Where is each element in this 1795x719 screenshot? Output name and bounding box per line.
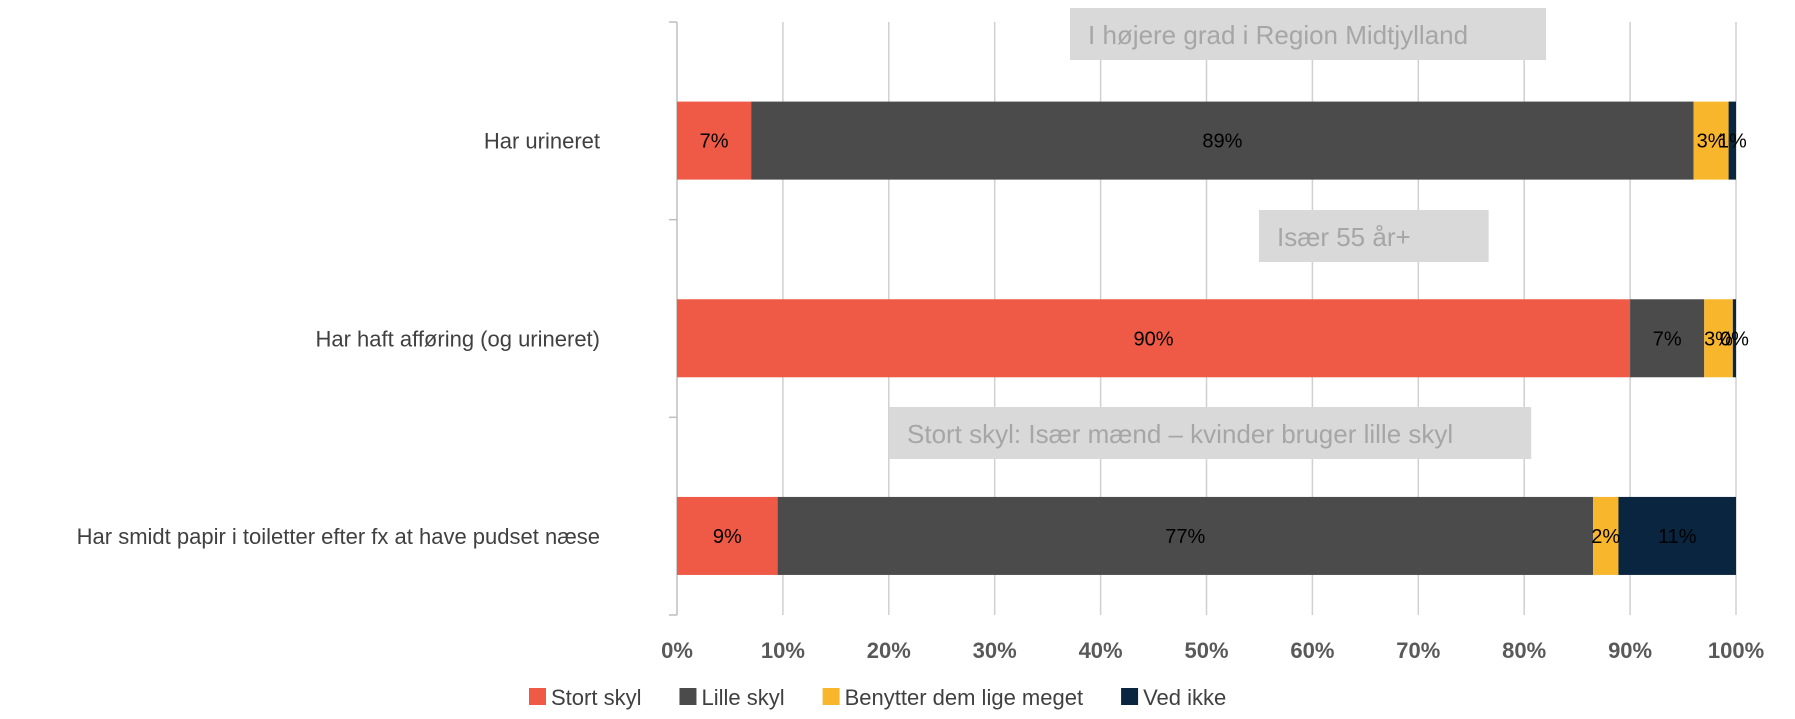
bar-segment <box>777 496 1594 575</box>
bar-segment <box>1732 299 1736 378</box>
legend-label: Lille skyl <box>701 685 784 710</box>
legend-swatch <box>529 688 546 705</box>
data-labels: 7% 89% 3%1%90% 7% 3%0%9% 77% 2% 11% <box>700 131 1749 548</box>
category-label: Har urineret <box>484 129 600 154</box>
x-tick-label: 90% <box>1608 638 1652 663</box>
data-label: 2% <box>1591 526 1620 548</box>
bar-segment <box>1593 496 1619 575</box>
data-label: 7% <box>1653 328 1682 350</box>
bar-segment <box>677 496 778 575</box>
data-label: 1% <box>1718 131 1747 153</box>
legend-label: Ved ikke <box>1143 685 1226 710</box>
data-label: 0% <box>1720 328 1749 350</box>
data-label: 3% <box>1704 328 1733 350</box>
x-tick-label: 50% <box>1184 638 1228 663</box>
legend-label: Benytter dem lige meget <box>845 685 1083 710</box>
bar-segment <box>1728 101 1736 180</box>
data-label: 90% <box>1134 328 1174 350</box>
bar-segment <box>677 101 752 180</box>
data-label: 77% <box>1165 526 1205 548</box>
x-tick-label: 80% <box>1502 638 1546 663</box>
x-tick-label: 20% <box>867 638 911 663</box>
x-tick-label: 100% <box>1708 638 1764 663</box>
legend-swatch <box>822 688 840 705</box>
x-axis-tick-labels: 0% 10% 20% 30% 40% 50% 60% 70% 80% 90% 100% <box>661 638 1764 663</box>
bar-segment <box>1618 496 1736 575</box>
legend-swatch <box>1121 688 1139 705</box>
x-tick-label: 10% <box>761 638 805 663</box>
bar-segment <box>677 299 1631 378</box>
data-label: 3% <box>1697 131 1726 153</box>
bars <box>677 101 1736 575</box>
data-label: 89% <box>1202 131 1242 153</box>
bar-segment <box>1630 299 1705 378</box>
annotation-text: Stort skyl: Især mænd – kvinder bruger l… <box>907 419 1453 449</box>
bar-segment <box>1704 299 1733 378</box>
annotation-text: Især 55 år+ <box>1277 222 1411 252</box>
x-tick-label: 40% <box>1079 638 1123 663</box>
data-label: 7% <box>700 131 729 153</box>
annotation-box <box>1070 8 1547 60</box>
bar-segment <box>751 101 1694 180</box>
category-label: Har haft afføring (og urineret) <box>316 326 601 351</box>
category-labels: Har urineret Har haft afføring (og uriner… <box>77 129 600 549</box>
data-label: 9% <box>713 526 742 548</box>
data-label: 11% <box>1658 526 1697 548</box>
annotation-box <box>1259 210 1489 262</box>
x-tick-label: 30% <box>973 638 1017 663</box>
legend-label: Stort skyl <box>551 685 641 710</box>
category-axis <box>669 21 678 616</box>
annotation-box <box>889 407 1532 459</box>
annotation-text: I højere grad i Region Midtjylland <box>1088 20 1468 50</box>
legend: Stort skyl Lille skyl Benytter dem lige me… <box>529 685 1226 710</box>
legend-swatch <box>679 688 697 705</box>
x-tick-label: 70% <box>1396 638 1440 663</box>
annotations: I højere grad i Region Midtjylland Især 5… <box>889 8 1547 459</box>
x-tick-label: 0% <box>661 638 693 663</box>
bar-segment <box>1693 101 1729 180</box>
x-tick-label: 60% <box>1290 638 1334 663</box>
category-label: Har smidt papir i toiletter efter fx at … <box>77 524 600 549</box>
